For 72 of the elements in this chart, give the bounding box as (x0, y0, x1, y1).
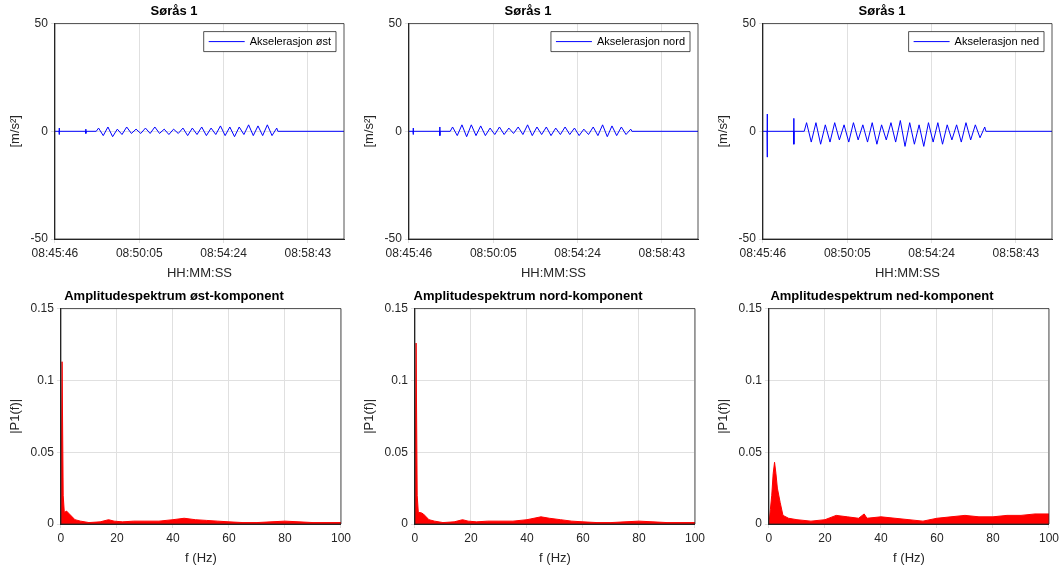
x-tick-label: 20 (464, 530, 478, 545)
y-axis-title: [m/s²] (715, 115, 731, 148)
x-tick-label: 60 (576, 530, 590, 545)
x-axis-title: HH:MM:SS (520, 264, 587, 280)
y-axis-title: [m/s²] (361, 115, 377, 148)
x-axis-title: f (Hz) (539, 549, 571, 565)
legend-label: Akselerasjon nord (596, 34, 686, 47)
x-tick-label: 08:58:43 (284, 245, 332, 260)
x-tick-label: 0 (411, 530, 419, 545)
y-tick-label: 0.1 (391, 372, 409, 387)
x-tick-label: 20 (818, 530, 832, 545)
x-tick-label: 80 (632, 530, 646, 545)
x-tick-label: 08:58:43 (992, 245, 1040, 260)
x-tick-label: 100 (330, 530, 352, 545)
x-tick-label: 08:54:24 (908, 245, 956, 260)
x-tick-label: 80 (986, 530, 1000, 545)
chart-title: Amplitudespektrum nord-komponent (413, 288, 644, 304)
x-tick-label: 40 (520, 530, 534, 545)
y-tick-label: 50 (742, 15, 757, 30)
y-tick-label: 0 (47, 516, 55, 531)
y-tick-label: 0.1 (745, 372, 763, 387)
y-tick-label: 0.15 (738, 300, 763, 315)
x-tick-label: 100 (684, 530, 706, 545)
x-axis-title: HH:MM:SS (874, 264, 941, 280)
x-tick-label: 08:50:05 (823, 245, 871, 260)
x-tick-label: 08:54:24 (554, 245, 602, 260)
x-tick-label: 60 (222, 530, 236, 545)
y-tick-label: 0.1 (37, 372, 55, 387)
y-axis-title: |P1(f)| (361, 398, 377, 434)
x-tick-label: 80 (278, 530, 292, 545)
y-tick-label: 0.15 (384, 300, 409, 315)
x-tick-label: 40 (166, 530, 180, 545)
y-tick-label: -50 (384, 231, 403, 246)
legend-label: Akselerasjon ned (954, 34, 1040, 47)
y-axis-title: [m/s²] (7, 115, 23, 148)
x-axis-title: f (Hz) (185, 549, 217, 565)
y-tick-label: 0.15 (30, 300, 55, 315)
x-tick-label: 08:58:43 (638, 245, 686, 260)
chart-title: Amplitudespektrum ned-komponent (770, 288, 995, 304)
y-tick-label: 0.05 (738, 444, 763, 459)
x-tick-label: 08:45:46 (31, 245, 79, 260)
y-tick-label: 50 (34, 15, 49, 30)
x-tick-label: 0 (57, 530, 65, 545)
x-tick-label: 100 (1038, 530, 1060, 545)
x-tick-label: 60 (930, 530, 944, 545)
y-tick-label: 0 (749, 123, 757, 138)
x-tick-label: 08:50:05 (115, 245, 163, 260)
chart-title: Sørås 1 (504, 3, 552, 19)
chart-title: Sørås 1 (150, 3, 198, 19)
y-tick-label: -50 (30, 231, 49, 246)
y-tick-label: -50 (738, 231, 757, 246)
x-axis-title: HH:MM:SS (166, 264, 233, 280)
y-tick-label: 0 (395, 123, 403, 138)
y-tick-label: 0.05 (384, 444, 409, 459)
x-tick-label: 0 (765, 530, 773, 545)
y-tick-label: 0 (401, 516, 409, 531)
x-tick-label: 40 (874, 530, 888, 545)
x-tick-label: 08:45:46 (385, 245, 433, 260)
x-tick-label: 08:50:05 (469, 245, 517, 260)
legend-label: Akselerasjon øst (249, 34, 331, 47)
x-tick-label: 08:54:24 (200, 245, 248, 260)
chart-title: Amplitudespektrum øst-komponent (64, 288, 285, 304)
x-axis-title: f (Hz) (893, 549, 925, 565)
y-tick-label: 0.05 (30, 444, 55, 459)
y-tick-label: 50 (388, 15, 403, 30)
x-tick-label: 20 (110, 530, 124, 545)
y-tick-label: 0 (755, 516, 763, 531)
y-tick-label: 0 (41, 123, 49, 138)
chart-title: Sørås 1 (858, 3, 906, 19)
x-tick-label: 08:45:46 (739, 245, 787, 260)
y-axis-title: |P1(f)| (715, 398, 731, 434)
y-axis-title: |P1(f)| (7, 398, 23, 434)
